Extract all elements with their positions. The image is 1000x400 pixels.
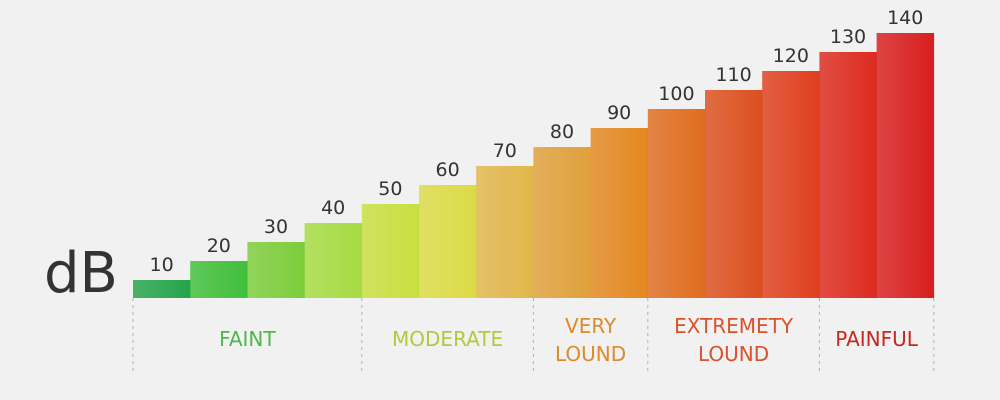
zone-label-very-lound: VERY LOUND xyxy=(555,314,626,366)
value-label-110: 110 xyxy=(715,64,751,86)
value-label-80: 80 xyxy=(550,121,574,143)
bar-60 xyxy=(419,185,477,298)
bar-70 xyxy=(476,166,534,298)
zone-label-painful: PAINFUL xyxy=(835,327,918,351)
zone-label-faint: FAINT xyxy=(219,327,276,351)
value-label-20: 20 xyxy=(207,235,231,257)
zone-label-moderate: MODERATE xyxy=(392,327,503,351)
value-label-90: 90 xyxy=(607,102,631,124)
value-label-30: 30 xyxy=(264,216,288,238)
value-label-130: 130 xyxy=(830,26,866,48)
value-label-70: 70 xyxy=(493,140,517,162)
value-label-60: 60 xyxy=(436,159,460,181)
value-label-40: 40 xyxy=(321,197,345,219)
value-label-120: 120 xyxy=(773,45,809,67)
bar-50 xyxy=(361,204,420,298)
bar-30 xyxy=(247,242,305,298)
bar-40 xyxy=(304,223,363,298)
bar-100 xyxy=(647,109,706,298)
bar-80 xyxy=(533,147,591,298)
value-label-50: 50 xyxy=(378,178,402,200)
bar-90 xyxy=(590,128,649,298)
value-label-140: 140 xyxy=(887,7,923,29)
bar-10 xyxy=(133,280,191,298)
value-label-100: 100 xyxy=(658,83,694,105)
value-label-10: 10 xyxy=(150,254,174,276)
bar-20 xyxy=(190,261,248,298)
bar-120 xyxy=(762,71,820,298)
bar-130 xyxy=(819,52,877,298)
zone-labels: FAINT MODERATE VERY LOUND EXTREMETY LOUND PAIN… xyxy=(219,314,919,366)
unit-label: dB xyxy=(44,241,118,306)
zone-label-extremety-lound: EXTREMETY LOUND xyxy=(674,314,794,366)
bar-140 xyxy=(876,33,935,298)
bar-110 xyxy=(705,90,763,298)
bars-group: 10 20 30 40 50 60 70 80 90 100 110 120 130 140 xyxy=(133,7,935,298)
zone-dividers xyxy=(132,298,935,372)
